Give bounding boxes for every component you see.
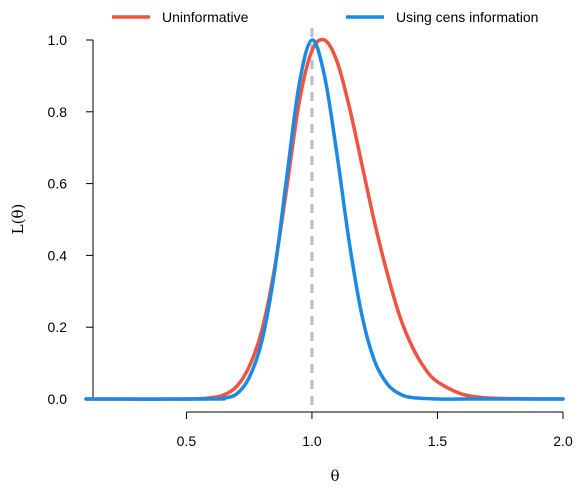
y-tick-label: 0.6 xyxy=(48,176,68,192)
series-layer xyxy=(84,37,565,401)
x-tick-label: 2.0 xyxy=(553,433,573,449)
y-tick-label: 0.8 xyxy=(48,104,68,120)
y-tick-label: 1.0 xyxy=(48,32,68,48)
x-axis-title: θ xyxy=(330,467,339,485)
legend-label-cens: Using cens information xyxy=(396,9,538,25)
legend: Uninformative Using cens information xyxy=(112,9,538,25)
series-line-cens xyxy=(84,38,565,401)
y-tick-label: 0.4 xyxy=(48,247,68,263)
x-tick-label: 0.5 xyxy=(177,433,197,449)
y-tick-label: 0.2 xyxy=(48,319,68,335)
series-line-uninformative xyxy=(84,37,565,401)
legend-label-uninformative: Uninformative xyxy=(162,9,249,25)
y-axis-title: L(θ) xyxy=(9,204,27,235)
x-axis: 0.5 1.0 1.5 2.0 xyxy=(177,411,573,449)
y-axis: 0.0 0.2 0.4 0.6 0.8 1.0 xyxy=(48,32,94,407)
x-tick-label: 1.0 xyxy=(302,433,322,449)
y-tick-label: 0.0 xyxy=(48,391,68,407)
x-tick-label: 1.5 xyxy=(428,433,448,449)
